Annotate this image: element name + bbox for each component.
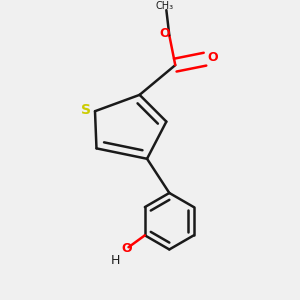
Text: O: O — [160, 27, 170, 40]
Text: O: O — [207, 51, 218, 64]
Text: O: O — [122, 242, 132, 255]
Text: S: S — [81, 103, 91, 117]
Text: H: H — [110, 254, 120, 267]
Text: CH₃: CH₃ — [156, 1, 174, 11]
